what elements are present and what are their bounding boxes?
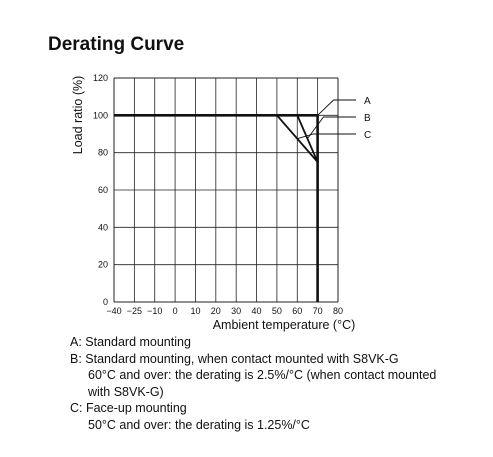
legend-leader-B (307, 117, 356, 139)
x-tick-labels: −40 −25 −10 0 10 20 30 40 50 60 70 80 (106, 306, 343, 316)
y-tick-label: 40 (98, 222, 108, 232)
chart-legend: ABC (297, 96, 371, 141)
x-tick-label: 80 (333, 306, 343, 316)
y-tick-label: 120 (93, 73, 108, 83)
y-tick-label: 100 (93, 110, 108, 120)
y-axis-label: Load ratio (%) (71, 76, 85, 155)
x-tick-label: −40 (106, 306, 121, 316)
legend-label-B: B (364, 113, 371, 124)
y-tick-labels: 0 20 40 60 80 100 120 (93, 73, 108, 307)
x-tick-label: −25 (127, 306, 142, 316)
x-tick-label: 60 (292, 306, 302, 316)
y-tick-label: 20 (98, 260, 108, 270)
x-tick-label: 0 (173, 306, 178, 316)
y-tick-label: 0 (103, 297, 108, 307)
note-1-title: B: Standard mounting, when contact mount… (70, 351, 480, 368)
x-axis-label: Ambient temperature (°C) (213, 318, 356, 332)
legend-label-C: C (364, 130, 371, 141)
note-2-title: C: Face-up mounting (70, 400, 480, 417)
note-1-line: with S8VK-G) (70, 384, 480, 401)
notes-list: A: Standard mounting B: Standard mounting… (70, 334, 480, 433)
x-tick-label: 50 (272, 306, 282, 316)
x-tick-label: 40 (252, 306, 262, 316)
chart-grid (114, 78, 338, 302)
x-tick-label: −10 (147, 306, 162, 316)
y-tick-label: 80 (98, 148, 108, 158)
derating-chart: −40 −25 −10 0 10 20 30 40 50 60 70 80 0 20 40 60 80 100 1… (0, 0, 493, 340)
note-0-title: A: Standard mounting (70, 334, 480, 351)
x-tick-label: 20 (211, 306, 221, 316)
x-tick-label: 10 (190, 306, 200, 316)
note-2-line: 50°C and over: the derating is 1.25%/°C (70, 417, 480, 434)
x-tick-label: 70 (313, 306, 323, 316)
y-tick-label: 60 (98, 185, 108, 195)
note-1-line: 60°C and over: the derating is 2.5%/°C (… (70, 367, 480, 384)
legend-label-A: A (364, 96, 371, 107)
legend-leader-A (318, 100, 356, 115)
x-tick-label: 30 (231, 306, 241, 316)
